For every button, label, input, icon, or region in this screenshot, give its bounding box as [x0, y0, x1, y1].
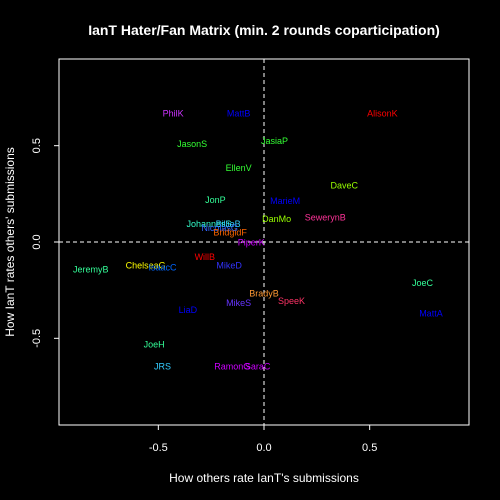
point-label: ChelseaG [126, 260, 166, 270]
point-label: AlisonK [367, 108, 398, 118]
point-label: SpeeK [278, 296, 305, 306]
point-label: IsaacC [149, 262, 178, 272]
point-label: PhilK [163, 108, 184, 118]
point-label: DanMo [262, 214, 291, 224]
point-label: RamonG [214, 362, 250, 372]
x-tick-label: 0.5 [362, 442, 377, 454]
point-label: BillieB [216, 219, 241, 229]
point-label: JohannesS [187, 219, 232, 229]
point-label: JoeH [144, 339, 165, 349]
x-tick-label: -0.5 [149, 442, 168, 454]
point-label: MikeD [216, 260, 242, 270]
point-label: JeremyB [73, 264, 109, 274]
point-label: DaveC [331, 181, 359, 191]
point-label: EllenV [226, 163, 252, 173]
point-label: SewerynB [305, 212, 346, 222]
point-label: MarieM [270, 196, 300, 206]
point-label: WillB [195, 252, 216, 262]
point-label: JoeC [412, 278, 434, 288]
x-axis-title: How others rate IanT's submissions [169, 471, 359, 485]
y-tick-label: -0.5 [31, 329, 43, 348]
point-label: JasonS [177, 139, 207, 149]
data-points: PhilK MattB AlisonK JasonS JasiaP EllenV DaveC… [73, 108, 443, 371]
point-label: PiperK [238, 237, 265, 247]
point-label: JasiaP [261, 136, 288, 146]
point-label: MattA [419, 309, 443, 319]
point-label: MikeS [226, 298, 251, 308]
point-label: JonP [205, 195, 226, 205]
point-label: SaraC [245, 362, 271, 372]
x-tick-label: 0.0 [256, 442, 271, 454]
y-tick-label: 0.0 [31, 234, 43, 249]
point-label: MattB [227, 108, 251, 118]
chart-title: IanT Hater/Fan Matrix (min. 2 rounds cop… [88, 22, 440, 38]
point-label: BradyB [249, 288, 279, 298]
y-tick-label: 0.5 [31, 138, 43, 153]
reference-lines [59, 59, 469, 425]
x-axis: -0.5 0.0 0.5 [149, 425, 377, 454]
point-label: LiaD [179, 305, 198, 315]
y-axis: -0.5 0.0 0.5 [31, 138, 59, 348]
y-axis-title: How IanT rates others' submissions [3, 147, 17, 336]
point-label: BridgidF [213, 228, 247, 238]
point-label: NicolasG [201, 223, 238, 233]
point-label: JRS [154, 362, 171, 372]
